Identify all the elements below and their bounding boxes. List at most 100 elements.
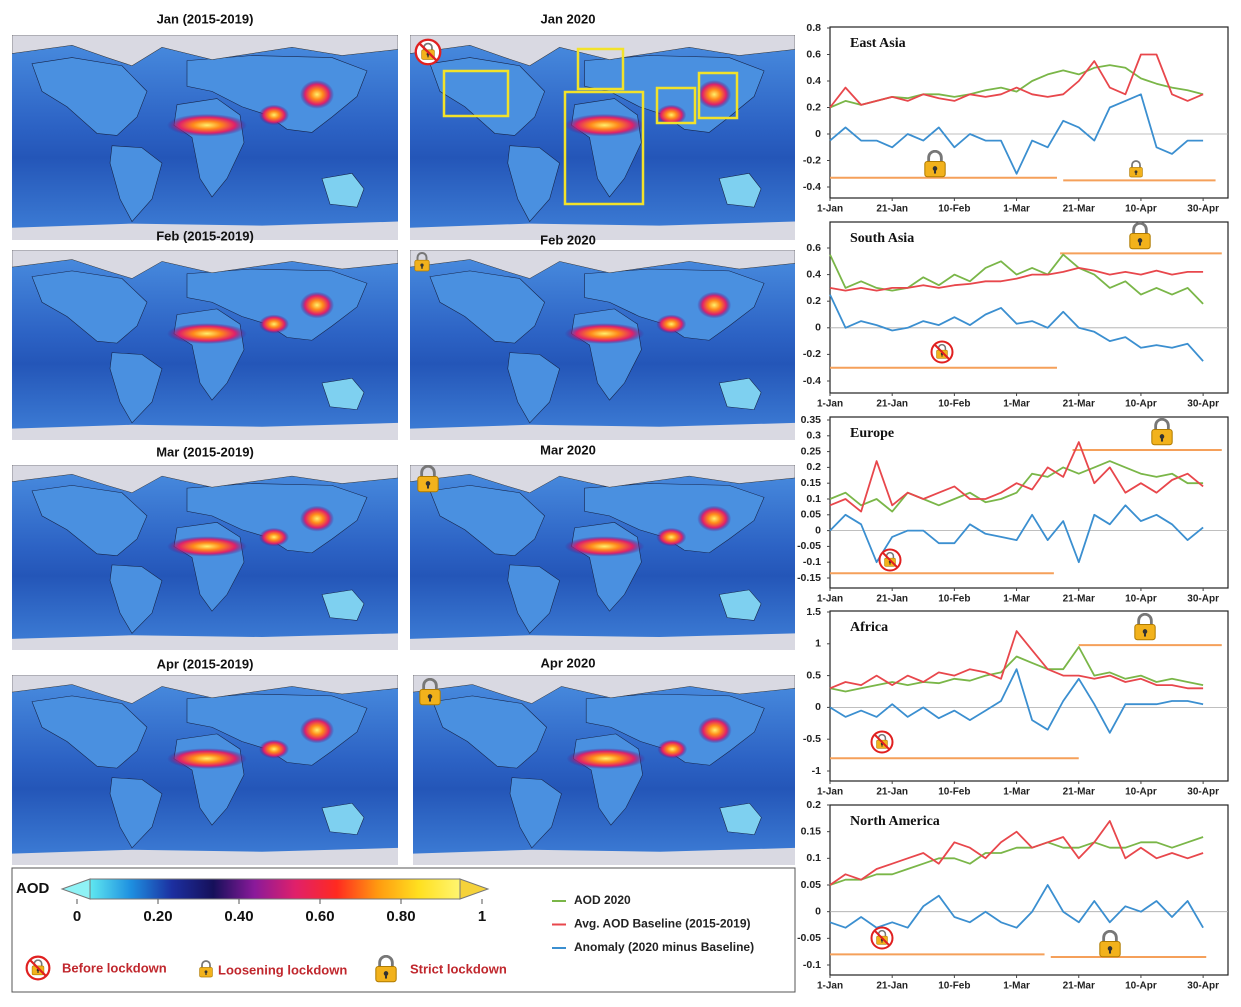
- chart-title: North America: [850, 814, 940, 829]
- lockdown-legend-label: Strict lockdown: [410, 961, 507, 976]
- lockdown-legend-label: Loosening lockdown: [218, 962, 347, 977]
- map: [413, 675, 795, 865]
- y-tick-label: 1: [815, 638, 821, 650]
- colorbar-tick-label: 0.80: [386, 908, 415, 925]
- line-chart: Africa -1 -0.5 0 0.5 1 1.5 1-Jan 21-Jan 10-Feb 1-M…: [803, 606, 1229, 798]
- colorbar-tick-label: 0.60: [305, 908, 334, 925]
- x-tick-label: 10-Feb: [938, 204, 970, 215]
- x-tick-label: 30-Apr: [1187, 204, 1219, 215]
- colorbar: [89, 878, 461, 900]
- x-tick-label: 1-Jan: [817, 981, 843, 992]
- x-tick-label: 10-Apr: [1125, 981, 1157, 992]
- x-tick-label: 1-Jan: [817, 204, 843, 215]
- strict-lockdown-icon: [374, 955, 398, 983]
- series-line: [829, 668, 1204, 734]
- before-lockdown-icon: [27, 957, 50, 980]
- series-line: [829, 441, 1204, 513]
- chart-title: South Asia: [850, 231, 914, 246]
- series-line: [829, 267, 1204, 292]
- y-tick-label: 1.5: [806, 606, 821, 618]
- y-tick-label: 0: [815, 322, 821, 334]
- chart-frame: [829, 26, 1229, 199]
- x-tick-label: 1-Mar: [1003, 204, 1030, 215]
- legend-label: AOD 2020: [574, 893, 631, 907]
- x-tick-label: 21-Mar: [1063, 204, 1095, 215]
- line-chart: East Asia -0.4 -0.2 0 0.2 0.4 0.6 0.8 1-Jan 21-Ja…: [803, 22, 1229, 215]
- loosening-lockdown-icon: [198, 960, 214, 978]
- legend-frame: [11, 867, 796, 993]
- y-tick-label: 0.2: [806, 295, 821, 307]
- map-title: Feb 2020: [540, 232, 596, 247]
- x-tick-label: 30-Apr: [1187, 981, 1219, 992]
- x-tick-label: 1-Mar: [1003, 787, 1030, 798]
- series-line: [829, 836, 1204, 886]
- y-tick-label: -0.2: [803, 154, 821, 166]
- y-tick-label: -0.4: [803, 375, 821, 387]
- y-tick-label: 0.1: [806, 852, 821, 864]
- y-tick-label: 0.3: [806, 430, 821, 442]
- map-title: Apr (2015-2019): [157, 656, 254, 671]
- x-tick-label: 10-Feb: [938, 787, 970, 798]
- x-tick-label: 30-Apr: [1187, 787, 1219, 798]
- x-tick-label: 1-Mar: [1003, 981, 1030, 992]
- map-title: Jan (2015-2019): [157, 11, 254, 26]
- before-lockdown-icon: [932, 342, 953, 363]
- map: [410, 465, 795, 650]
- map: [410, 35, 795, 240]
- y-tick-label: 0.2: [806, 101, 821, 113]
- series-line: [829, 630, 1204, 690]
- x-tick-label: 10-Feb: [938, 399, 970, 410]
- y-tick-label: 0: [815, 524, 821, 536]
- maps: Jan (2015-2019) Jan 2020 Feb (2015-2019)…: [12, 11, 795, 865]
- lockdown-legend-label: Before lockdown: [62, 960, 167, 975]
- chart-title: Africa: [850, 620, 888, 635]
- series-line: [829, 884, 1204, 929]
- y-tick-label: -0.05: [797, 540, 821, 552]
- region-box: [576, 47, 625, 91]
- before-lockdown-icon: [872, 732, 893, 753]
- y-tick-label: -0.05: [797, 932, 821, 944]
- legend-label: Anomaly (2020 minus Baseline): [574, 940, 754, 954]
- map: [12, 465, 398, 650]
- x-tick-label: 21-Jan: [876, 594, 908, 605]
- colorbar-low-arrow: [60, 878, 91, 900]
- region-box: [442, 69, 510, 118]
- series-line: [829, 253, 1204, 305]
- y-tick-label: -0.4: [803, 181, 821, 193]
- region-box: [563, 90, 645, 206]
- map-title: Apr 2020: [541, 655, 596, 670]
- colorbar-label: AOD: [16, 880, 50, 897]
- y-tick-label: 0.15: [801, 477, 822, 489]
- map-title: Mar 2020: [540, 442, 596, 457]
- line-chart: South Asia -0.4 -0.2 0 0.2 0.4 0.6 1-Jan 21-Jan 1…: [803, 221, 1229, 410]
- y-tick-label: 0.05: [801, 509, 822, 521]
- y-tick-label: 0.6: [806, 48, 821, 60]
- x-tick-label: 21-Jan: [876, 399, 908, 410]
- colorbar-tick-label: 1: [478, 908, 486, 925]
- chart-frame: [829, 610, 1229, 782]
- x-tick-label: 21-Mar: [1063, 981, 1095, 992]
- before-lockdown-icon: [872, 928, 893, 949]
- x-tick-label: 1-Jan: [817, 399, 843, 410]
- x-tick-label: 21-Jan: [876, 981, 908, 992]
- line-chart: North America -0.1 -0.05 0 0.05 0.1 0.15 0.2 1-J…: [797, 799, 1229, 992]
- y-tick-label: 0: [815, 128, 821, 140]
- x-tick-label: 10-Apr: [1125, 594, 1157, 605]
- map-title: Feb (2015-2019): [156, 228, 254, 243]
- y-tick-label: 0.1: [806, 493, 821, 505]
- x-tick-label: 10-Apr: [1125, 399, 1157, 410]
- colorbar-high-arrow: [459, 878, 490, 900]
- series-line: [829, 504, 1204, 564]
- map: [12, 35, 398, 240]
- y-tick-label: 0.5: [806, 669, 821, 681]
- x-tick-label: 10-Feb: [938, 594, 970, 605]
- chart-frame: [829, 804, 1229, 976]
- region-box: [697, 71, 739, 120]
- x-tick-label: 30-Apr: [1187, 399, 1219, 410]
- colorbar-tick-label: 0: [73, 908, 81, 925]
- map-title: Jan 2020: [541, 11, 596, 26]
- map: [410, 250, 795, 440]
- series-line: [829, 820, 1204, 886]
- x-tick-label: 21-Jan: [876, 204, 908, 215]
